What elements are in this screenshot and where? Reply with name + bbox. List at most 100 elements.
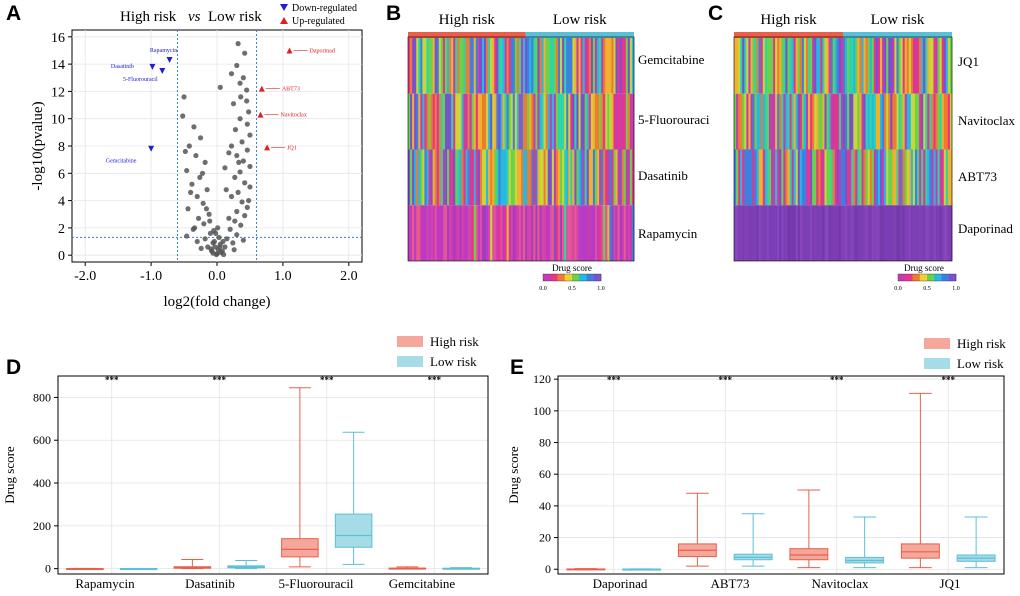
heatmap-cell (481, 38, 485, 94)
heatmap-cell (510, 38, 514, 94)
volcano-point (240, 158, 246, 164)
heatmap-cell (492, 93, 495, 150)
heatmap-cell (910, 93, 914, 150)
heatmap-cell (945, 93, 949, 150)
heatmap-cell (574, 38, 577, 94)
heatmap-cell (451, 149, 454, 206)
heatmap-cell (578, 205, 581, 261)
volcano-point (206, 211, 212, 217)
heatmap-cell (455, 38, 458, 94)
heatmap-cell (508, 205, 512, 261)
heatmap-cell (803, 38, 807, 94)
colorbar-segment (928, 274, 931, 281)
volcano-point (242, 50, 248, 56)
heatmap-cell (621, 38, 625, 94)
heatmap-cell (768, 93, 772, 150)
colorbar-segment (573, 274, 576, 281)
colorbar-segment (599, 274, 602, 281)
heatmap-cell (921, 205, 924, 261)
heatmap-cell (578, 38, 581, 94)
heatmap-cell (486, 205, 489, 261)
heatmap-cell (444, 149, 448, 206)
heatmap-cell (541, 38, 544, 94)
heatmap-cell (764, 93, 768, 150)
legend-high-swatch (397, 336, 423, 347)
heatmap-cell (615, 38, 618, 94)
heatmap-cell (420, 205, 423, 261)
heatmap-cell (923, 38, 926, 94)
heatmap-cell (762, 38, 766, 94)
volcano-title-left: High risk (120, 9, 177, 25)
boxplot-y-tick-label: 600 (33, 433, 51, 447)
heatmap-cell (771, 205, 774, 261)
heatmap-cell (453, 149, 456, 206)
heatmap-cell (810, 38, 813, 94)
heatmap-cell (488, 149, 491, 206)
heatmap-cell (471, 93, 475, 150)
panel-letter-b: B (386, 2, 402, 25)
colorbar-segment (592, 274, 595, 281)
colorbar-segment (593, 274, 596, 281)
heatmap-cell (935, 93, 938, 150)
heatmap-cell (917, 93, 920, 150)
heatmap-cell (496, 38, 499, 94)
heatmap-cell (838, 149, 842, 206)
boxplot-e-category-label: ABT73 (711, 576, 750, 591)
boxplot-significance-label: *** (719, 375, 733, 385)
boxplot-y-tick-label: 800 (33, 390, 51, 404)
heatmap-cell (440, 149, 444, 206)
volcano-point (244, 121, 250, 127)
heatmap-cell (816, 205, 819, 261)
heatmap-cell (572, 38, 575, 94)
colorbar-segment (912, 274, 915, 281)
boxplot-d-frame (57, 375, 489, 575)
boxplot-y-tick-label: 200 (33, 519, 51, 533)
heatmap-cell (631, 205, 635, 261)
boxplot-y-tick-label: 100 (533, 404, 551, 418)
heatmap-cell (547, 205, 551, 261)
heatmap-cell (851, 205, 854, 261)
heatmap-cell (518, 93, 522, 150)
heatmap-cell (584, 149, 588, 206)
heatmap-cell (764, 38, 768, 94)
heatmap-cell (859, 149, 862, 206)
heatmap-cell (875, 38, 879, 94)
heatmap-cell (582, 93, 585, 150)
heatmap-b-colorbar-tick: 1.0 (597, 286, 605, 292)
colorbar-segment (570, 274, 573, 281)
heatmap-cell (869, 205, 873, 261)
heatmap-cell (830, 149, 834, 206)
volcano-y-tick-label: 0 (58, 249, 65, 264)
heatmap-cell (414, 93, 417, 150)
colorbar-segment (587, 274, 590, 281)
heatmap-cell (822, 38, 825, 94)
heatmap-cell (845, 205, 848, 261)
heatmap-cell (477, 149, 481, 206)
heatmap-cell (824, 38, 827, 94)
heatmap-cell (882, 38, 885, 94)
heatmap-cell (436, 149, 440, 206)
heatmap-cell (896, 93, 899, 150)
volcano-point (197, 174, 203, 180)
heatmap-cell (438, 205, 442, 261)
heatmap-cell (430, 149, 433, 206)
heatmap-cell (777, 38, 780, 94)
heatmap-cell (457, 38, 460, 94)
panel-letter-c: C (708, 2, 724, 25)
heatmap-cell (611, 38, 614, 94)
heatmap-cell (498, 93, 501, 150)
heatmap-cell (771, 38, 774, 94)
heatmap-cell (818, 149, 821, 206)
volcano-point-label: Navitoclax (281, 113, 307, 119)
boxplot-significance-label: *** (942, 375, 956, 385)
heatmap-cell (432, 93, 436, 150)
heatmap-c: High risk Low risk JQ1 Navitoclax ABT73 … (733, 12, 1016, 292)
heatmap-cell (830, 205, 834, 261)
heatmap-cell (836, 149, 840, 206)
volcano-point (228, 143, 235, 149)
heatmap-cell (888, 93, 891, 150)
heatmap-cell (902, 149, 905, 206)
heatmap-cell (865, 149, 868, 206)
heatmap-group-bar-high (734, 32, 843, 38)
heatmap-cell (502, 205, 505, 261)
